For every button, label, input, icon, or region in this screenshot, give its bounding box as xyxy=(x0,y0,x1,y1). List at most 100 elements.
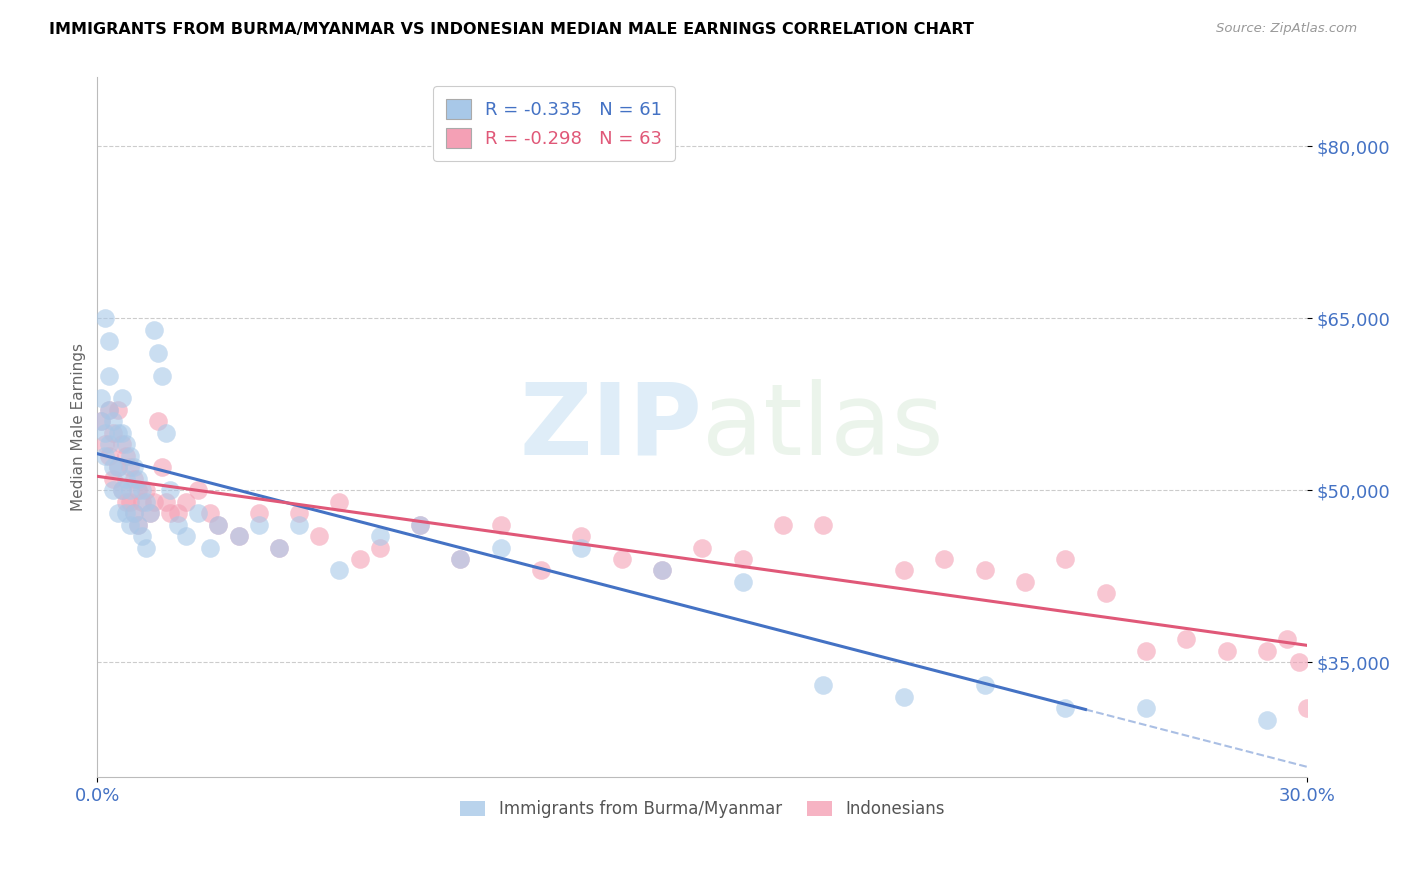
Point xyxy=(813,678,835,692)
Point xyxy=(1256,644,1278,658)
Point xyxy=(813,517,835,532)
Point xyxy=(328,494,350,508)
Point xyxy=(569,529,592,543)
Point xyxy=(167,506,190,520)
Point xyxy=(200,506,222,520)
Point xyxy=(247,506,270,520)
Point xyxy=(114,472,136,486)
Point xyxy=(449,552,471,566)
Point xyxy=(159,483,181,498)
Point xyxy=(98,368,121,383)
Point xyxy=(118,460,141,475)
Point xyxy=(103,425,125,440)
Point xyxy=(110,392,132,406)
Point xyxy=(131,529,153,543)
Point xyxy=(1175,632,1198,647)
Point xyxy=(127,517,149,532)
Point xyxy=(893,690,915,704)
Point xyxy=(200,541,222,555)
Point xyxy=(114,506,136,520)
Point xyxy=(731,552,754,566)
Point xyxy=(489,517,512,532)
Point xyxy=(122,460,145,475)
Point xyxy=(1135,644,1157,658)
Point xyxy=(90,414,112,428)
Point xyxy=(131,483,153,498)
Text: ZIP: ZIP xyxy=(519,378,703,475)
Point xyxy=(159,506,181,520)
Point xyxy=(110,483,132,498)
Point xyxy=(98,437,121,451)
Text: Source: ZipAtlas.com: Source: ZipAtlas.com xyxy=(1216,22,1357,36)
Point xyxy=(127,483,149,498)
Point xyxy=(142,494,165,508)
Point xyxy=(103,460,125,475)
Point xyxy=(267,541,290,555)
Point xyxy=(98,334,121,348)
Point xyxy=(118,517,141,532)
Point xyxy=(328,564,350,578)
Point xyxy=(1094,586,1116,600)
Y-axis label: Median Male Earnings: Median Male Earnings xyxy=(72,343,86,511)
Point xyxy=(1256,713,1278,727)
Point xyxy=(207,517,229,532)
Point xyxy=(449,552,471,566)
Point xyxy=(146,345,169,359)
Point xyxy=(288,506,311,520)
Point xyxy=(155,494,177,508)
Point xyxy=(94,449,117,463)
Point xyxy=(731,574,754,589)
Point xyxy=(247,517,270,532)
Point xyxy=(368,541,391,555)
Point xyxy=(122,506,145,520)
Point xyxy=(98,403,121,417)
Point xyxy=(103,472,125,486)
Point xyxy=(127,517,149,532)
Point xyxy=(107,425,129,440)
Point xyxy=(155,425,177,440)
Point xyxy=(1054,552,1077,566)
Point xyxy=(973,564,995,578)
Point xyxy=(94,311,117,326)
Point xyxy=(127,472,149,486)
Point xyxy=(228,529,250,543)
Point xyxy=(139,506,162,520)
Point xyxy=(122,472,145,486)
Point xyxy=(651,564,673,578)
Point xyxy=(103,414,125,428)
Point xyxy=(122,506,145,520)
Point xyxy=(489,541,512,555)
Point xyxy=(174,529,197,543)
Point xyxy=(114,494,136,508)
Point xyxy=(135,483,157,498)
Legend: Immigrants from Burma/Myanmar, Indonesians: Immigrants from Burma/Myanmar, Indonesia… xyxy=(454,793,950,824)
Point xyxy=(530,564,553,578)
Point xyxy=(150,368,173,383)
Point xyxy=(207,517,229,532)
Point xyxy=(569,541,592,555)
Point xyxy=(349,552,371,566)
Point xyxy=(1054,701,1077,715)
Point xyxy=(98,403,121,417)
Point xyxy=(893,564,915,578)
Point xyxy=(1215,644,1237,658)
Point xyxy=(118,494,141,508)
Point xyxy=(90,414,112,428)
Point xyxy=(150,460,173,475)
Point xyxy=(174,494,197,508)
Point xyxy=(146,414,169,428)
Point xyxy=(772,517,794,532)
Point xyxy=(114,437,136,451)
Point xyxy=(651,564,673,578)
Point xyxy=(110,437,132,451)
Point xyxy=(98,449,121,463)
Point xyxy=(118,449,141,463)
Text: IMMIGRANTS FROM BURMA/MYANMAR VS INDONESIAN MEDIAN MALE EARNINGS CORRELATION CHA: IMMIGRANTS FROM BURMA/MYANMAR VS INDONES… xyxy=(49,22,974,37)
Point xyxy=(103,483,125,498)
Point xyxy=(1275,632,1298,647)
Point xyxy=(228,529,250,543)
Point xyxy=(139,506,162,520)
Point xyxy=(135,494,157,508)
Point xyxy=(934,552,956,566)
Point xyxy=(107,403,129,417)
